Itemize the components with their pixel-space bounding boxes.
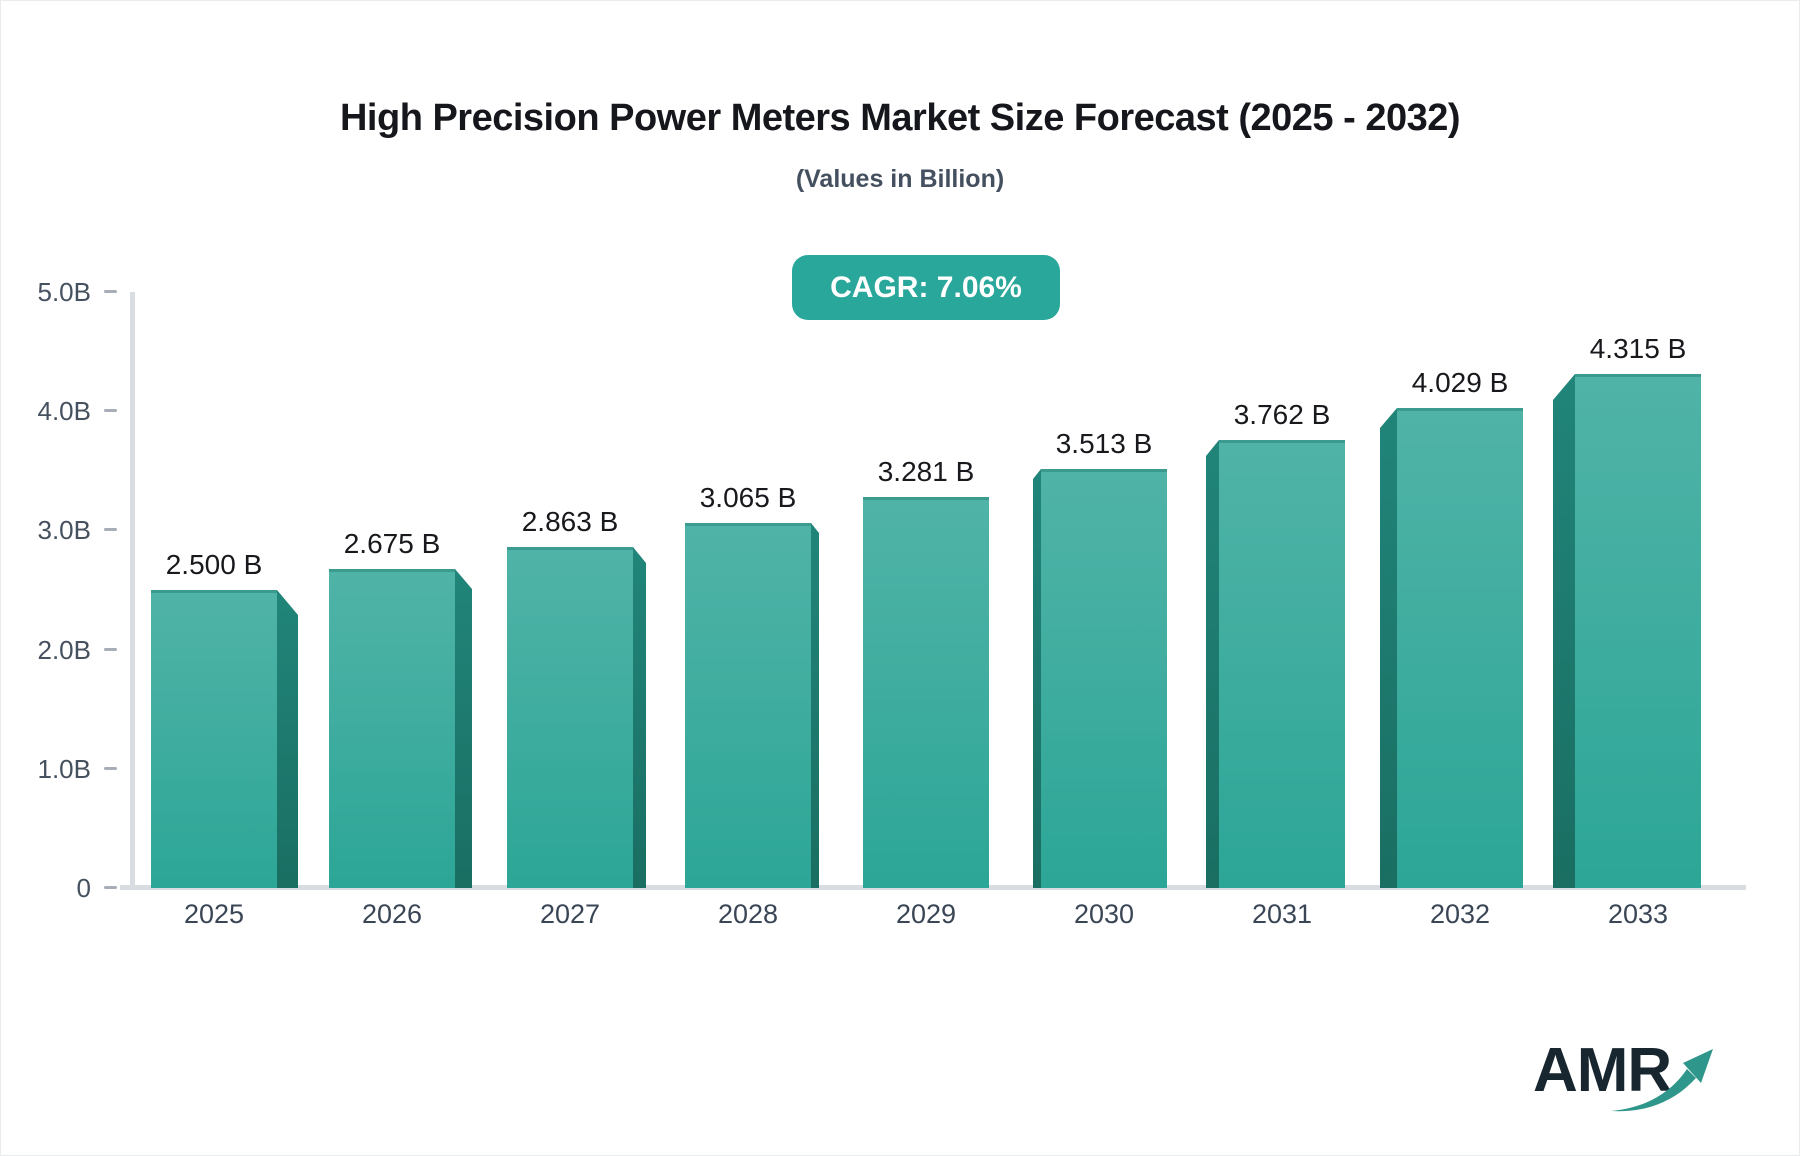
y-axis-tick — [104, 290, 117, 293]
x-axis-label: 2031 — [1251, 899, 1313, 929]
y-axis-label: 4.0B — [37, 396, 92, 427]
x-axis-label: 2029 — [895, 899, 957, 929]
y-axis-label: 5.0B — [37, 277, 92, 307]
bar — [685, 523, 811, 888]
y-axis-tick — [104, 528, 117, 532]
y-axis-label: 1.0B — [37, 753, 92, 784]
x-axis-label: 2032 — [1429, 899, 1491, 929]
cagr-badge-text: CAGR: 7.06% — [830, 270, 1022, 304]
bar-side-face — [1553, 374, 1575, 888]
bar-side-face — [455, 569, 472, 888]
arrow-swoosh — [1611, 1069, 1696, 1112]
bar — [151, 590, 277, 888]
bar-value-label: 2.500 B — [165, 549, 263, 580]
bar — [1575, 374, 1701, 888]
bar-value-label: 4.315 B — [1589, 333, 1687, 364]
bar-value-label: 2.863 B — [521, 506, 619, 537]
bar — [1397, 408, 1523, 888]
bar-side-face — [1206, 440, 1219, 888]
bar-side-face — [1033, 469, 1041, 888]
x-axis-label: 2025 — [183, 899, 245, 929]
bar-value-label: 4.029 B — [1411, 367, 1509, 398]
y-axis-line — [130, 292, 135, 888]
x-axis-label: 2028 — [717, 899, 779, 929]
bar-value-label: 3.762 B — [1233, 399, 1331, 430]
y-axis-label: 3.0B — [37, 515, 92, 546]
bar-value-label: 3.065 B — [699, 482, 797, 513]
chart-title: High Precision Power Meters Market Size … — [339, 97, 1461, 139]
bar-side-face — [1380, 408, 1397, 888]
bar — [1041, 469, 1167, 888]
bar-side-face — [633, 547, 646, 888]
bar-value-label: 3.513 B — [1055, 428, 1153, 459]
amr-logo: AMR — [1521, 1029, 1731, 1124]
x-axis-label: 2026 — [361, 899, 423, 929]
amr-logo-text: AMR — [1533, 1036, 1672, 1105]
x-axis-label: 2030 — [1073, 899, 1135, 929]
bar — [863, 497, 989, 888]
bar — [1219, 440, 1345, 888]
bar-side-face — [811, 523, 819, 888]
bar — [507, 547, 633, 888]
x-axis-label: 2027 — [539, 899, 601, 929]
y-axis-tick — [104, 886, 117, 889]
chart-subtitle: (Values in Billion) — [795, 165, 1005, 193]
growth-arrow-icon — [1611, 1049, 1713, 1112]
cagr-badge: CAGR: 7.06% — [792, 255, 1060, 320]
bar — [329, 569, 455, 888]
y-axis-tick — [104, 647, 117, 651]
y-axis-tick — [104, 409, 117, 413]
bar-value-label: 2.675 B — [343, 528, 441, 559]
bar-side-face — [277, 590, 298, 888]
arrow-head — [1683, 1049, 1713, 1083]
x-axis-label: 2033 — [1607, 899, 1669, 929]
bar-value-label: 3.281 B — [877, 456, 975, 487]
y-axis-tick — [104, 766, 117, 770]
y-axis-label: 0 — [76, 873, 91, 903]
y-axis-label: 2.0B — [37, 634, 92, 665]
